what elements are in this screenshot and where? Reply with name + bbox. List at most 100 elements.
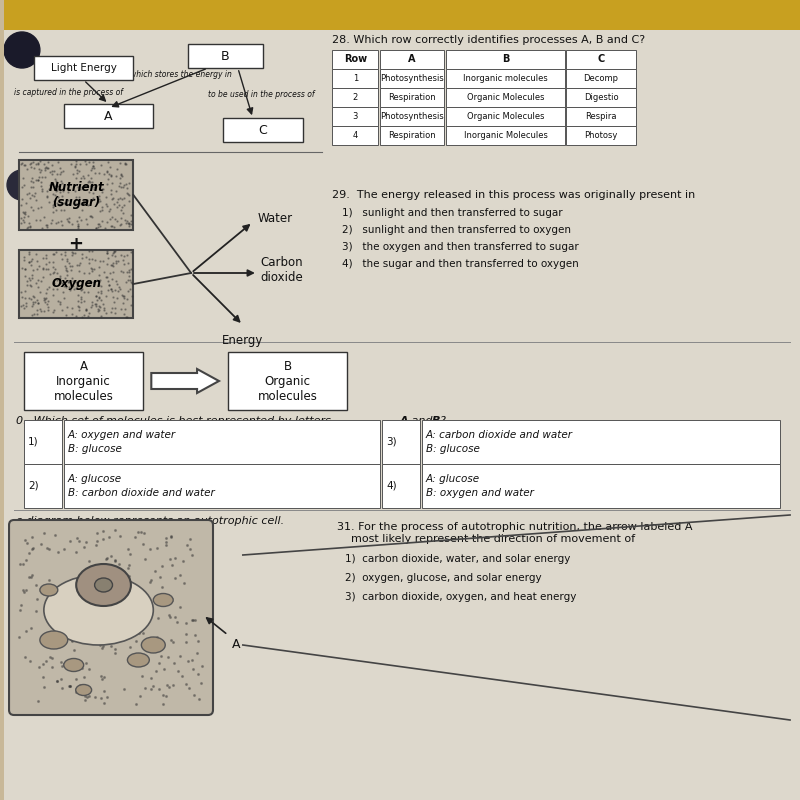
Text: Water: Water: [258, 211, 293, 225]
Point: [123, 641, 136, 654]
Point: [26, 300, 38, 313]
Point: [62, 680, 75, 693]
Point: [114, 167, 127, 180]
Point: [132, 626, 145, 639]
Text: A
Inorganic
molecules: A Inorganic molecules: [54, 359, 114, 402]
Point: [118, 308, 130, 321]
Point: [122, 187, 134, 200]
Point: [37, 629, 50, 642]
Point: [76, 251, 89, 264]
Point: [165, 530, 178, 543]
Point: [30, 254, 43, 267]
Point: [154, 570, 167, 583]
Point: [89, 690, 102, 703]
Point: [93, 279, 106, 292]
Point: [110, 254, 122, 267]
Point: [15, 262, 28, 274]
Point: [69, 310, 82, 322]
Point: [66, 307, 78, 320]
Bar: [446, 107, 565, 126]
Point: [105, 184, 118, 197]
Point: [193, 693, 206, 706]
Point: [26, 309, 38, 322]
Point: [82, 256, 95, 269]
Point: [114, 177, 126, 190]
Point: [88, 162, 101, 174]
Point: [50, 175, 62, 188]
Point: [40, 258, 53, 270]
Point: [14, 604, 27, 617]
Point: [86, 159, 99, 172]
Point: [96, 598, 109, 610]
Point: [186, 614, 198, 626]
Point: [90, 538, 102, 551]
Point: [89, 222, 102, 234]
Point: [137, 638, 150, 651]
Point: [103, 205, 116, 218]
Ellipse shape: [94, 578, 113, 592]
Point: [68, 643, 81, 656]
Point: [98, 562, 111, 575]
Point: [50, 273, 63, 286]
Point: [14, 286, 27, 298]
Point: [89, 290, 102, 302]
Point: [69, 185, 82, 198]
Text: Photosynthesis: Photosynthesis: [380, 74, 444, 83]
Point: [86, 210, 98, 223]
Point: [23, 278, 36, 291]
Point: [136, 670, 149, 682]
Point: [162, 609, 175, 622]
Point: [102, 615, 115, 628]
Point: [174, 650, 186, 662]
Point: [109, 212, 122, 225]
Point: [91, 633, 104, 646]
Point: [60, 281, 73, 294]
Point: [95, 158, 108, 171]
Point: [89, 610, 102, 622]
Bar: [446, 50, 565, 69]
Point: [161, 678, 174, 691]
Point: [134, 649, 146, 662]
Point: [163, 681, 176, 694]
Bar: [382, 420, 420, 464]
Point: [87, 159, 100, 172]
Point: [130, 698, 142, 710]
Point: [75, 293, 88, 306]
Point: [49, 173, 62, 186]
Point: [156, 689, 169, 702]
Point: [22, 216, 35, 229]
Point: [30, 214, 42, 226]
Point: [100, 258, 113, 270]
Point: [26, 569, 38, 582]
Point: [23, 220, 36, 233]
Point: [56, 303, 69, 316]
Point: [90, 222, 102, 234]
Point: [75, 247, 88, 260]
Point: [70, 686, 82, 698]
Point: [100, 199, 113, 212]
Point: [107, 246, 120, 258]
Point: [90, 526, 103, 539]
Point: [49, 179, 62, 192]
Point: [157, 698, 170, 710]
Point: [34, 286, 46, 298]
Point: [80, 194, 93, 207]
Point: [74, 183, 86, 196]
Point: [62, 186, 74, 198]
Point: [118, 179, 130, 192]
Point: [61, 252, 74, 265]
Point: [114, 282, 126, 295]
Point: [119, 310, 132, 323]
Point: [116, 170, 129, 182]
Point: [98, 266, 111, 278]
Point: [42, 256, 55, 269]
Point: [103, 278, 116, 291]
Point: [42, 263, 54, 276]
Point: [134, 608, 146, 621]
Bar: [422, 464, 780, 508]
Point: [69, 159, 82, 172]
Point: [115, 204, 128, 217]
Circle shape: [4, 32, 40, 68]
Point: [100, 245, 113, 258]
Point: [110, 170, 122, 183]
